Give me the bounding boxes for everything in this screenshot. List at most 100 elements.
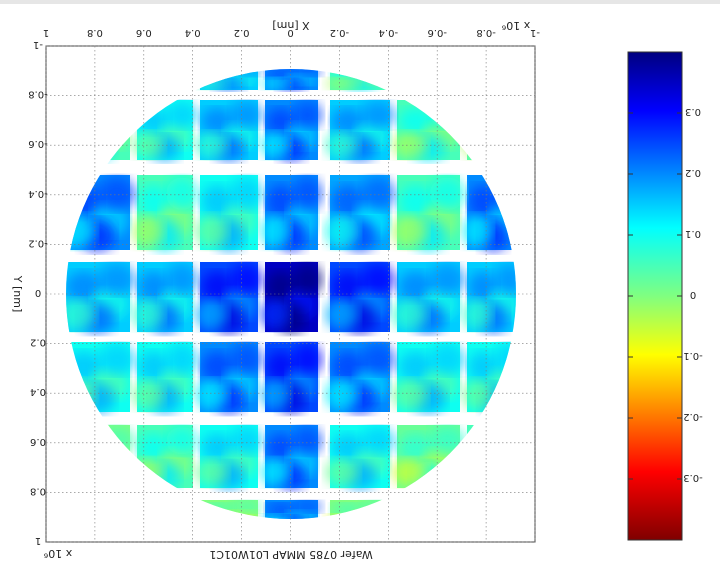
die-texture	[361, 101, 395, 129]
die-texture	[195, 299, 228, 330]
grid-lines	[45, 45, 536, 543]
die-texture	[195, 131, 228, 159]
y-tick-label: -0.6	[28, 138, 48, 149]
die-texture	[138, 351, 170, 382]
y-tick-label: 0.6	[30, 436, 46, 447]
x-tick-labels: -1 -0.8 -0.6 -0.4 -0.2 0 0.2 0.4 0.6 0.8 1	[43, 27, 540, 38]
die-texture	[230, 426, 263, 455]
die-texture	[195, 458, 228, 487]
x-tick-label: -0.2	[330, 27, 350, 38]
die-texture	[325, 379, 359, 410]
die-texture	[132, 379, 164, 410]
die-tile	[325, 342, 395, 414]
top-divider	[0, 0, 720, 4]
die-texture	[195, 379, 228, 410]
die-texture	[166, 264, 198, 295]
die-tile	[132, 175, 198, 252]
x-tick-label: -1	[530, 27, 540, 38]
die-texture	[462, 379, 493, 410]
die-texture	[260, 77, 291, 90]
die-texture	[260, 458, 291, 487]
die-texture	[230, 344, 263, 375]
die-texture	[166, 426, 198, 455]
die-texture	[331, 184, 365, 218]
die-texture	[260, 214, 291, 248]
die-tile	[260, 100, 323, 162]
die-texture	[98, 264, 136, 295]
die-texture	[260, 131, 291, 159]
die-texture	[230, 177, 263, 211]
die-texture	[468, 351, 498, 382]
die-texture	[398, 184, 434, 218]
die-texture	[361, 264, 395, 295]
die-tile	[260, 500, 323, 519]
die-texture	[260, 379, 291, 410]
die-texture	[287, 510, 317, 519]
die-texture	[132, 131, 164, 159]
die-texture	[266, 184, 296, 218]
colorbar-tick-label: 0.1	[685, 228, 701, 239]
die-tile	[325, 425, 395, 490]
die-texture	[429, 344, 466, 375]
die-texture	[138, 271, 170, 302]
die-texture	[266, 69, 296, 79]
die-texture	[398, 351, 434, 382]
die-tile	[260, 69, 323, 91]
die-texture	[391, 131, 428, 159]
die-texture	[429, 264, 466, 295]
chart-title: Wafer 0785 MMAP L01W01C1	[209, 548, 372, 561]
die-tile	[195, 262, 263, 334]
die-texture	[361, 177, 395, 211]
die-tile	[325, 175, 395, 252]
die-texture	[195, 214, 228, 248]
die-texture	[230, 101, 263, 129]
die-tile	[391, 342, 466, 414]
die-texture	[230, 500, 263, 513]
die-texture	[230, 264, 263, 295]
die-texture	[166, 177, 198, 211]
die-texture	[292, 426, 323, 455]
colorbar-tick-label: 0.3	[685, 106, 701, 117]
die-tile	[260, 262, 323, 334]
die-texture	[361, 344, 395, 375]
y-tick-label: 1	[35, 535, 41, 546]
die-texture	[494, 264, 516, 295]
die-texture	[98, 177, 136, 211]
die-texture	[166, 344, 198, 375]
die-texture	[292, 177, 323, 211]
die-texture	[138, 433, 170, 461]
die-texture	[391, 379, 428, 410]
x-tick-label: 0.4	[185, 27, 201, 38]
die-texture	[260, 514, 291, 519]
die-texture	[398, 433, 434, 461]
y-tick-labels: -1 -0.8 -0.6 -0.4 -0.2 0 0.2 0.4 0.6 0.8 1	[28, 39, 48, 546]
x-axis-label: X [nm]	[272, 19, 309, 32]
die-texture	[266, 351, 296, 382]
colorbar-tick-label: -0.3	[683, 472, 703, 483]
x-tick-label: -0.8	[476, 27, 496, 38]
die-texture	[292, 344, 323, 375]
die-tile	[66, 262, 136, 334]
die-tile	[195, 342, 263, 414]
colorbar-tick-label: -0.1	[683, 350, 703, 361]
die-tile	[325, 262, 395, 334]
die-texture	[325, 299, 359, 330]
colorbar-tick-label: 0.2	[685, 167, 701, 178]
die-tile	[195, 175, 263, 252]
die-tile	[462, 262, 516, 334]
die-texture	[325, 214, 359, 248]
y-exponent-label: x 10⁶	[43, 547, 72, 560]
die-tile	[195, 425, 263, 490]
die-texture	[325, 458, 359, 487]
y-tick-label: 0	[35, 287, 41, 298]
colorbar-tick-label: -0.2	[683, 411, 703, 422]
die-texture	[138, 184, 170, 218]
x-tick-label: 0	[287, 27, 293, 38]
y-tick-label: -1	[33, 39, 43, 50]
die-texture	[292, 101, 323, 129]
die-tile	[391, 175, 466, 252]
die-texture	[468, 184, 498, 218]
die-tile	[260, 175, 323, 252]
die-texture	[266, 271, 296, 302]
colorbar-ticks: 0.3 0.2 0.1 0 -0.1 -0.2 -0.3	[628, 106, 703, 483]
